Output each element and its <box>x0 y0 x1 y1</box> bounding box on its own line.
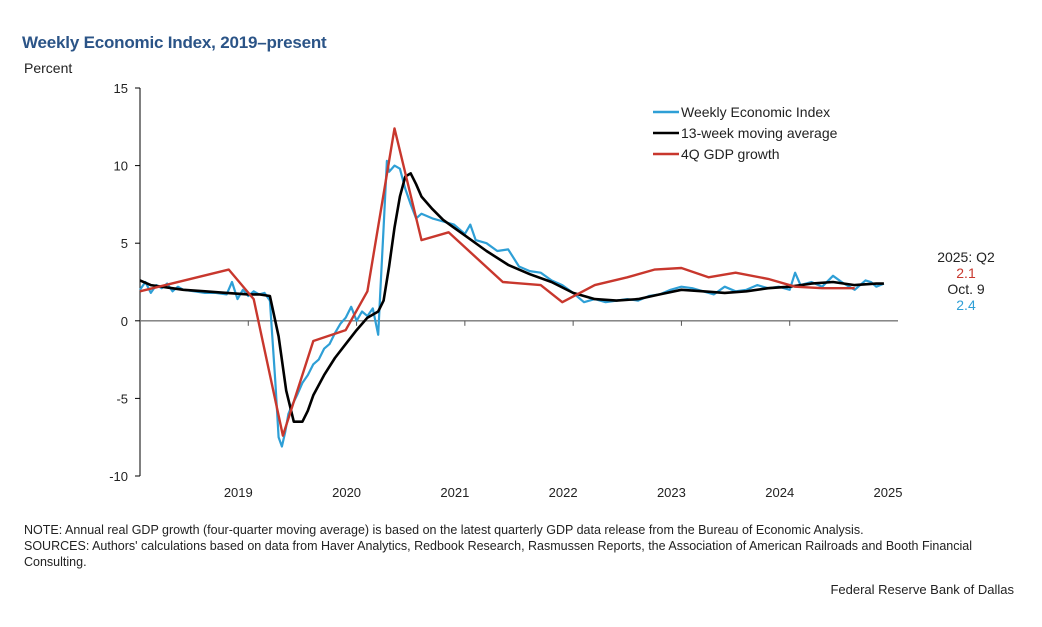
axes: 15 10 5 0 -5 -10 2019 2020 2021 2022 2023 2024 2025 <box>109 81 902 500</box>
x-tick-label: 2021 <box>440 485 469 500</box>
annotation-text: 2.4 <box>956 297 976 313</box>
sources-text: SOURCES: Authors' calculations based on … <box>24 539 973 569</box>
wei-line <box>139 159 885 448</box>
legend-label: 4Q GDP growth <box>681 146 780 162</box>
legend-label: Weekly Economic Index <box>681 104 830 120</box>
x-tick-label: 2025 <box>874 485 903 500</box>
credit-text: Federal Reserve Bank of Dallas <box>830 582 1014 597</box>
legend-label: 13-week moving average <box>681 125 838 141</box>
y-tick-label: 0 <box>121 314 128 329</box>
annotation-text: 2025: Q2 <box>937 249 995 265</box>
x-tick-label: 2019 <box>224 485 253 500</box>
x-tick-label: 2022 <box>549 485 578 500</box>
y-tick-label: 10 <box>114 159 128 174</box>
footnotes: NOTE: Annual real GDP growth (four-quart… <box>24 522 1004 570</box>
annotation-text: 2.1 <box>956 265 976 281</box>
y-tick-label: -10 <box>109 469 128 484</box>
y-axis-unit-label: Percent <box>24 60 73 76</box>
legend: Weekly Economic Index 13-week moving aver… <box>653 104 838 162</box>
chart-title: Weekly Economic Index, 2019–present <box>22 33 327 52</box>
annotation-text: Oct. 9 <box>947 281 985 297</box>
series-layer <box>139 127 885 448</box>
x-tick-label: 2024 <box>765 485 794 500</box>
moving-average-line <box>139 172 884 424</box>
gdp-growth-line <box>139 127 855 437</box>
x-tick-label: 2020 <box>332 485 361 500</box>
y-tick-label: 15 <box>114 81 128 96</box>
x-tick-label: 2023 <box>657 485 686 500</box>
note-text: NOTE: Annual real GDP growth (four-quart… <box>24 523 864 537</box>
y-tick-label: -5 <box>116 391 128 406</box>
y-tick-label: 5 <box>121 236 128 251</box>
